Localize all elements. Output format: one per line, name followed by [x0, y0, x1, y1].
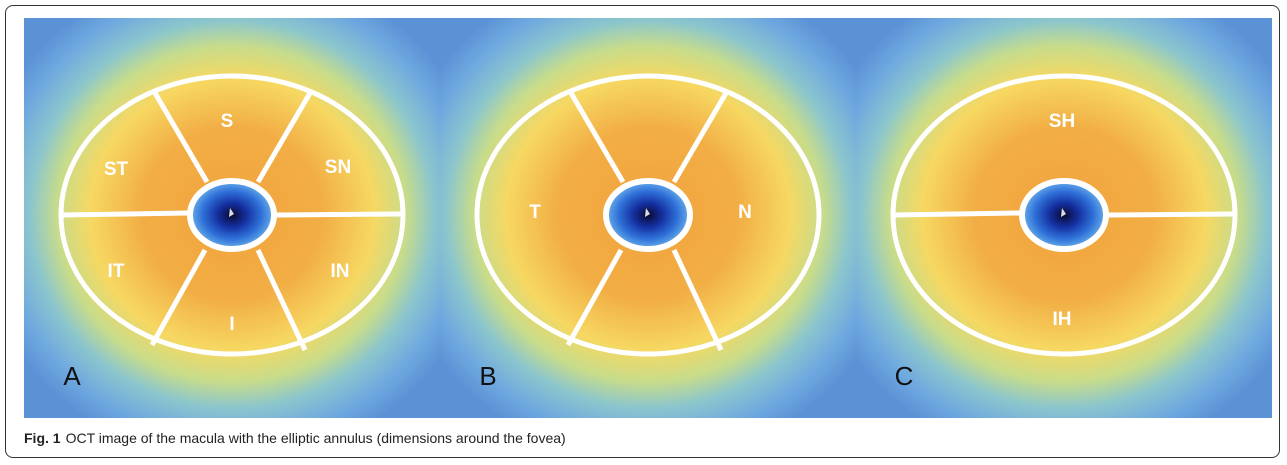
oct-panel: SH IH C	[856, 18, 1272, 418]
sector-divider	[277, 214, 403, 215]
caption-label: Fig. 1	[24, 430, 61, 446]
sector-label: T	[529, 202, 541, 223]
caption-text: OCT image of the macula with the ellipti…	[66, 430, 566, 446]
oct-panel: T N B	[440, 18, 856, 418]
sector-label: ST	[104, 159, 129, 180]
sector-label: IT	[108, 261, 125, 282]
page: S ST SN IT IN I A T N B SH IH C Fig. 1 OCT image of t…	[0, 0, 1287, 465]
figure: S ST SN IT IN I A T N B SH IH C	[0, 0, 1287, 425]
panel-letter: C	[895, 361, 914, 391]
panel-letter: B	[479, 361, 496, 391]
sector-label: IN	[331, 261, 350, 282]
sector-divider	[894, 213, 1020, 215]
sector-label: SH	[1049, 111, 1075, 132]
sector-label: I	[229, 314, 234, 335]
sector-divider	[62, 213, 188, 215]
panel-letter: A	[63, 361, 81, 391]
sector-divider	[1109, 214, 1235, 215]
sector-label: SN	[325, 157, 351, 178]
caption: Fig. 1 OCT image of the macula with the e…	[24, 430, 566, 446]
oct-panel: S ST SN IT IN I A	[24, 18, 440, 418]
sector-label: S	[221, 111, 234, 132]
sector-label: N	[738, 202, 752, 223]
sector-label: IH	[1053, 309, 1072, 330]
